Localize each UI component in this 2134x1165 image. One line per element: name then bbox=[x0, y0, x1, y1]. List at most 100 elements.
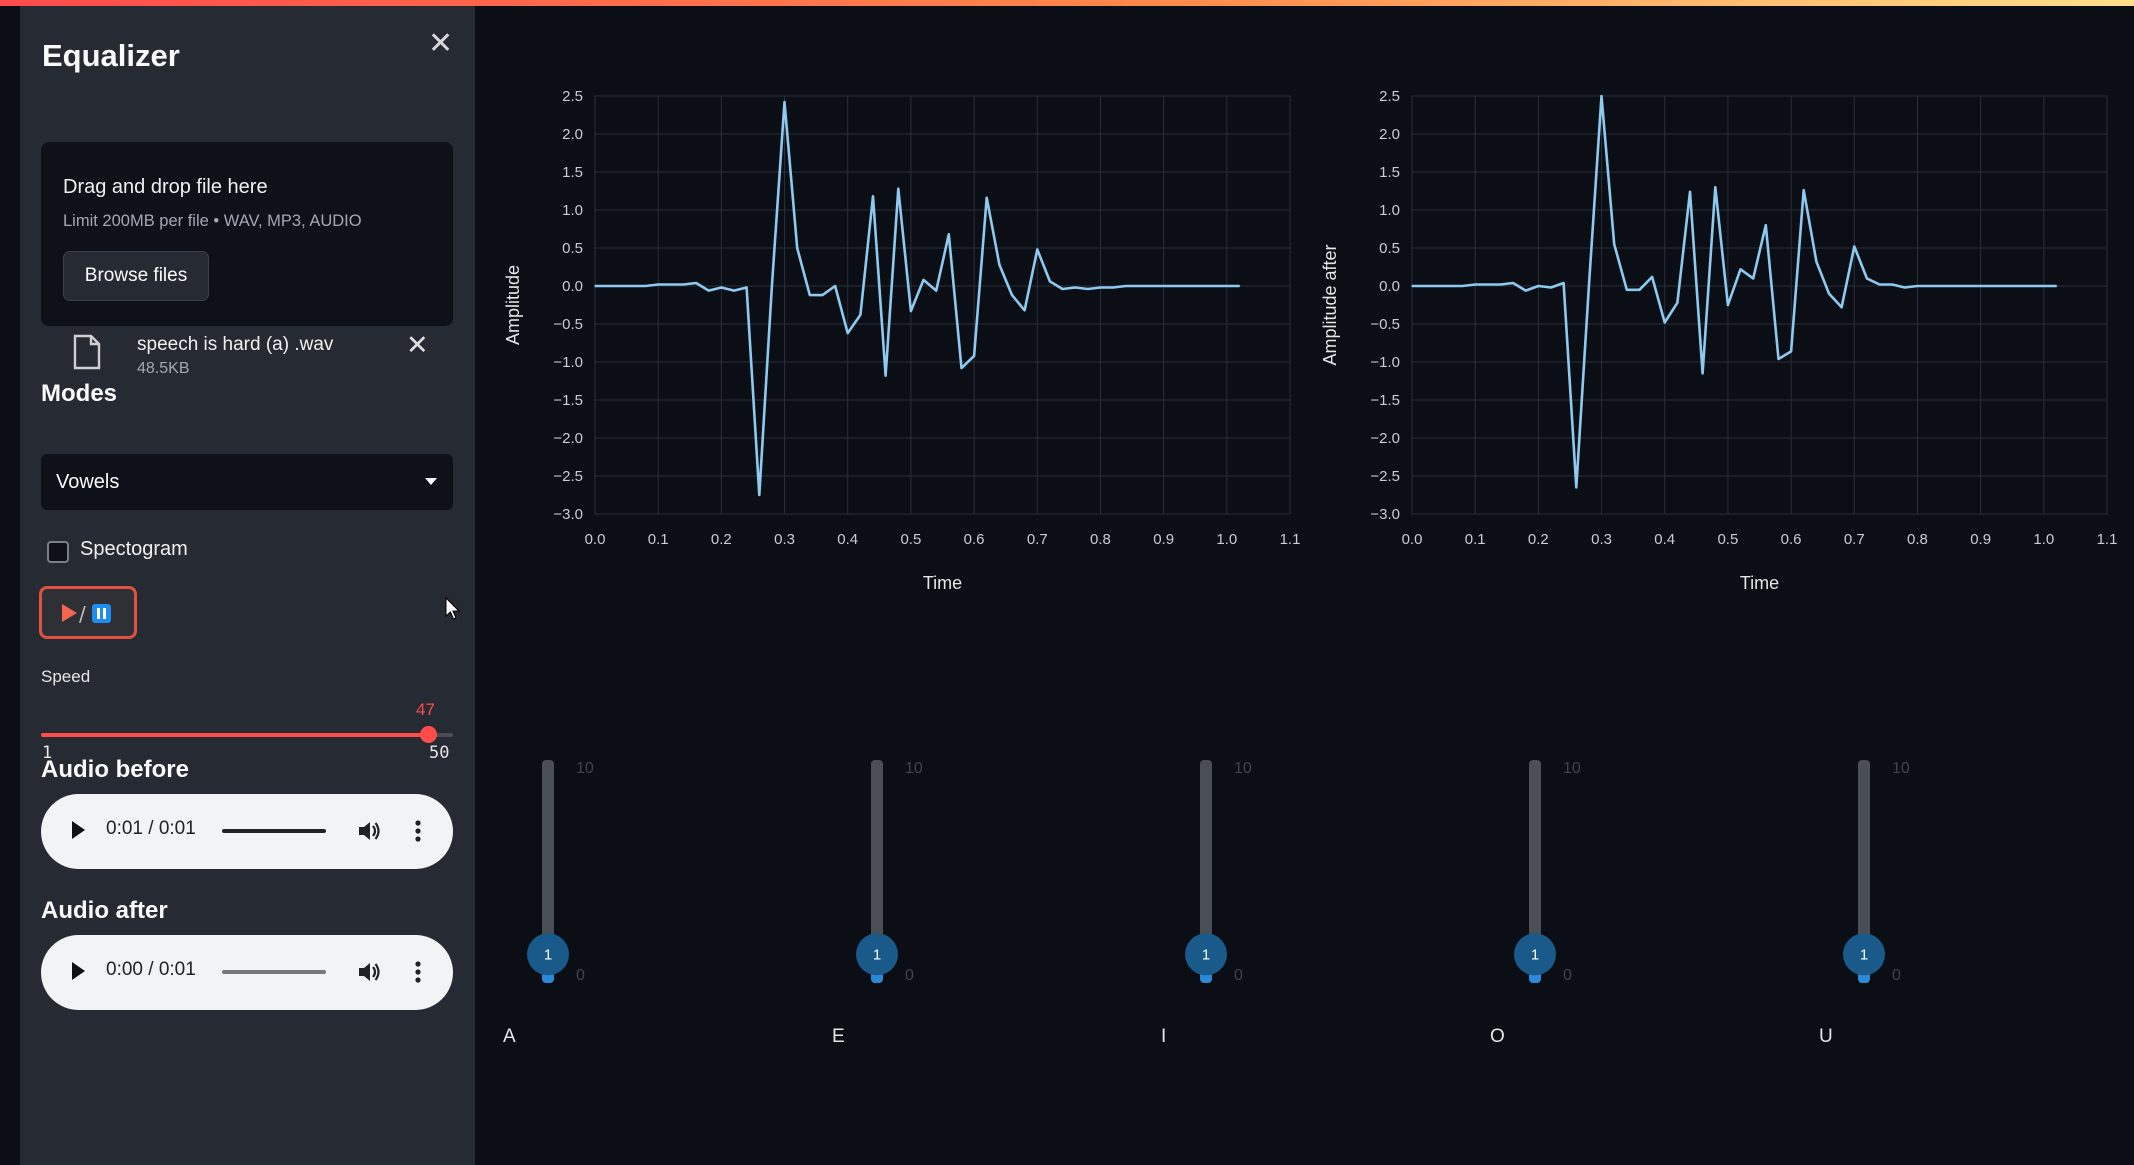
data-point bbox=[1436, 285, 1439, 287]
data-point bbox=[910, 310, 912, 312]
slider-label: A bbox=[503, 1026, 516, 1047]
file-icon bbox=[72, 334, 102, 375]
data-point bbox=[1840, 306, 1843, 309]
data-point bbox=[960, 367, 963, 369]
data-point bbox=[1411, 285, 1413, 287]
slider-value: 1 bbox=[544, 946, 552, 963]
data-point bbox=[1638, 289, 1641, 291]
data-point bbox=[1828, 292, 1830, 295]
data-point bbox=[1765, 224, 1767, 226]
svg-text:/: / bbox=[79, 602, 86, 625]
more-options-icon[interactable] bbox=[414, 816, 422, 851]
x-tick-label: 0.9 bbox=[1153, 531, 1174, 548]
vowel-slider-u[interactable]: 1 10 0 U bbox=[1819, 760, 1910, 1047]
data-point bbox=[1087, 288, 1089, 290]
volume-icon[interactable] bbox=[356, 818, 382, 849]
slider-min-label: 0 bbox=[1234, 967, 1243, 984]
chevron-down-icon bbox=[425, 478, 437, 485]
more-options-icon[interactable] bbox=[414, 957, 422, 992]
y-tick-label: −2.5 bbox=[1370, 468, 1400, 485]
y-axis-label: Amplitude after bbox=[1320, 244, 1340, 365]
data-point bbox=[2030, 285, 2032, 287]
volume-icon[interactable] bbox=[356, 959, 382, 990]
x-tick-label: 0.6 bbox=[964, 531, 985, 548]
slider-track bbox=[871, 760, 883, 975]
y-tick-label: 2.0 bbox=[562, 126, 583, 143]
data-point bbox=[1074, 286, 1076, 289]
data-point bbox=[2055, 285, 2058, 287]
audio-before-time: 0:01 / 0:01 bbox=[106, 818, 196, 839]
close-sidebar-icon[interactable]: ✕ bbox=[428, 27, 454, 60]
data-point bbox=[922, 279, 925, 281]
data-point bbox=[1904, 286, 1906, 289]
data-point bbox=[998, 263, 1001, 266]
play-icon[interactable] bbox=[72, 962, 85, 980]
plot-area bbox=[1411, 95, 2108, 515]
mouse-cursor-icon bbox=[445, 597, 461, 620]
y-tick-label: 1.0 bbox=[1379, 202, 1400, 219]
x-tick-label: 0.4 bbox=[1654, 531, 1675, 548]
data-point bbox=[720, 286, 723, 289]
x-tick-label: 0.7 bbox=[1844, 531, 1865, 548]
slider-max-label: 10 bbox=[1234, 760, 1252, 777]
vowel-slider-o[interactable]: 1 10 0 O bbox=[1490, 760, 1581, 1047]
data-point bbox=[935, 289, 937, 292]
data-point bbox=[619, 285, 622, 287]
data-point bbox=[821, 294, 824, 296]
data-point bbox=[859, 314, 862, 316]
mode-select[interactable]: Vowels bbox=[41, 454, 453, 510]
dropzone-title: Drag and drop file here bbox=[63, 176, 268, 198]
data-point bbox=[834, 285, 836, 287]
data-point bbox=[1689, 190, 1691, 193]
data-point bbox=[1562, 282, 1565, 284]
data-point bbox=[1550, 286, 1552, 289]
audio-after-progress[interactable] bbox=[222, 970, 326, 974]
data-point bbox=[1853, 245, 1856, 248]
vowel-slider-a[interactable]: 1 10 0 A bbox=[503, 760, 594, 1047]
slider-label: I bbox=[1161, 1026, 1166, 1047]
x-tick-label: 0.1 bbox=[1465, 531, 1486, 548]
data-point bbox=[1124, 285, 1127, 287]
y-tick-label: 2.0 bbox=[1379, 126, 1400, 143]
x-tick-label: 0.5 bbox=[900, 531, 921, 548]
slider-track bbox=[542, 760, 554, 975]
slider-track bbox=[1200, 760, 1212, 975]
vowel-slider-e[interactable]: 1 10 0 E bbox=[832, 760, 923, 1047]
browse-files-button[interactable]: Browse files bbox=[63, 251, 209, 301]
play-icon[interactable] bbox=[72, 821, 85, 839]
data-point bbox=[1790, 350, 1792, 353]
data-point bbox=[644, 285, 647, 287]
slider-knob bbox=[1514, 933, 1556, 976]
audio-before-progress[interactable] bbox=[222, 829, 326, 833]
y-tick-label: −1.5 bbox=[553, 392, 583, 409]
remove-file-icon[interactable]: ✕ bbox=[406, 330, 429, 360]
play-pause-button[interactable]: / bbox=[39, 586, 137, 639]
slider-track bbox=[1529, 760, 1541, 975]
data-point bbox=[1866, 277, 1868, 280]
speed-slider-thumb[interactable] bbox=[419, 726, 437, 743]
top-decoration-bar bbox=[0, 0, 2134, 6]
x-tick-label: 1.0 bbox=[2033, 531, 2054, 548]
data-point bbox=[1941, 285, 1944, 287]
y-tick-label: −2.0 bbox=[1370, 430, 1400, 447]
data-point bbox=[745, 286, 748, 289]
data-point bbox=[796, 247, 798, 249]
x-tick-label: 0.8 bbox=[1907, 531, 1928, 548]
modes-heading: Modes bbox=[41, 380, 118, 407]
slider-value: 1 bbox=[873, 946, 881, 963]
slider-min-label: 0 bbox=[576, 967, 585, 984]
y-tick-label: 1.0 bbox=[562, 202, 583, 219]
series-line bbox=[1412, 94, 2057, 489]
data-point bbox=[1099, 286, 1102, 289]
slider-max-label: 10 bbox=[576, 760, 594, 777]
data-point bbox=[1815, 260, 1818, 263]
slider-max-label: 10 bbox=[1563, 760, 1581, 777]
slider-min-label: 0 bbox=[1563, 967, 1572, 984]
data-point bbox=[1487, 283, 1489, 286]
data-point bbox=[733, 289, 735, 292]
sidebar-title: Equalizer bbox=[42, 38, 180, 73]
spectrogram-checkbox[interactable] bbox=[47, 541, 69, 563]
vowel-slider-i[interactable]: 1 10 0 I bbox=[1161, 760, 1252, 1047]
data-point bbox=[707, 289, 710, 292]
data-point bbox=[1676, 301, 1679, 304]
